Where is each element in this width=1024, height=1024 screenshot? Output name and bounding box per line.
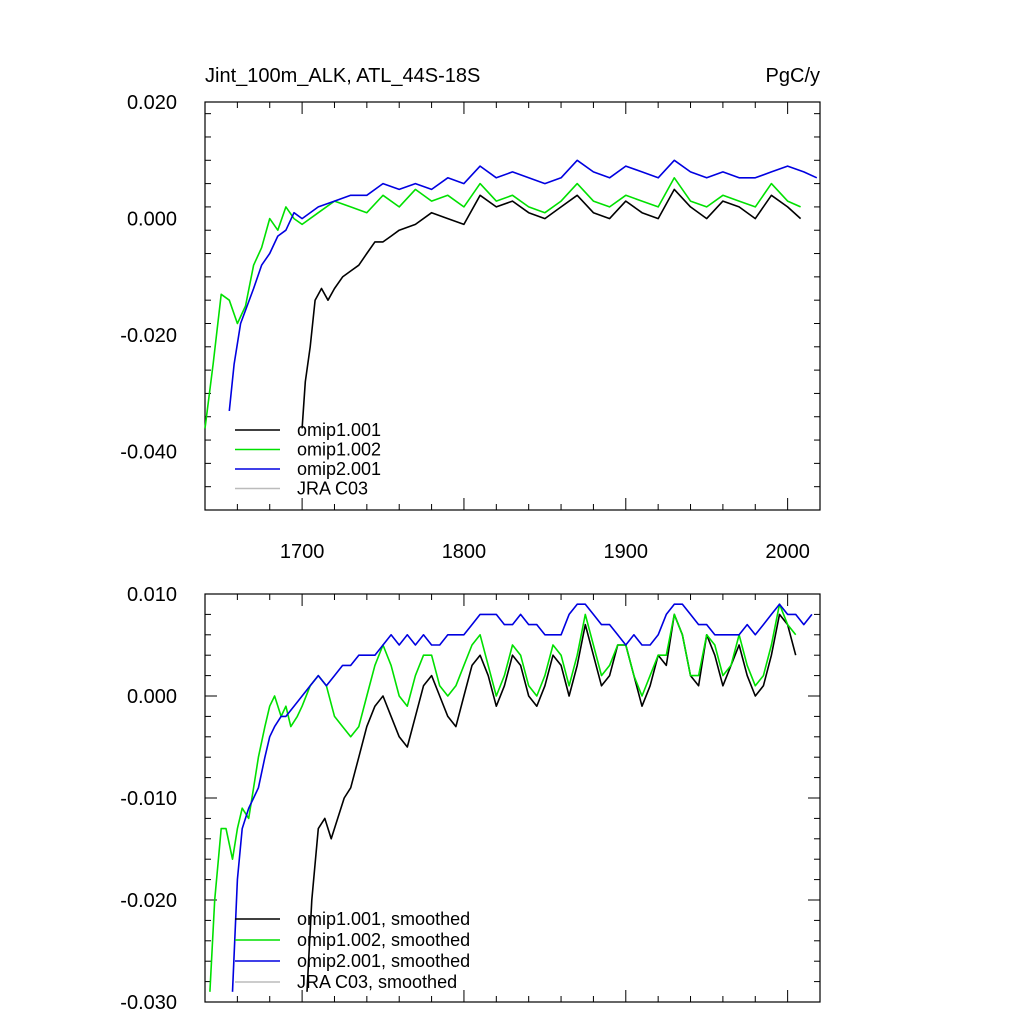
y-tick-label: -0.020: [120, 890, 177, 912]
y-tick-label: 0.000: [127, 209, 177, 231]
legend-label: omip1.002: [297, 440, 381, 460]
series-line: [228, 159, 818, 411]
legend-label: omip1.001: [297, 420, 381, 440]
x-tick-label: 1800: [442, 541, 487, 563]
series-line: [301, 188, 802, 429]
panel-2-ticks: 0.010 0.000 -0.010 -0.020 -0.030: [120, 584, 821, 1014]
x-tick-label: 1900: [604, 541, 649, 563]
panel-2-series: [209, 603, 813, 992]
y-tick-label: 0.010: [127, 584, 177, 606]
panel-1-title: Jint_100m_ALK, ATL_44S-18S: [205, 65, 480, 87]
panel-1-ticks: 0.020 0.000 -0.020 -0.040 1700 1800 1900 2000: [120, 92, 821, 563]
panel-1-units: PgC/y: [766, 65, 820, 87]
legend-label: JRA C03, smoothed: [297, 972, 457, 992]
legend-label: omip2.001, smoothed: [297, 951, 470, 971]
legend-label: omip1.001, smoothed: [297, 909, 470, 929]
legend-label: omip1.002, smoothed: [297, 930, 470, 950]
y-tick-label: -0.040: [120, 442, 177, 464]
panel-1: Jint_100m_ALK, ATL_44S-18S PgC/y 0.0200.…: [120, 65, 821, 563]
series-line: [231, 603, 813, 992]
legend-label: JRA C03: [297, 479, 368, 499]
panel-1-series: [204, 159, 818, 429]
x-tick-label: 2000: [765, 541, 810, 563]
legend-label: omip2.001: [297, 459, 381, 479]
panel-2: 0.010 0.000 -0.010 -0.020 -0.030 omip1.001, …: [120, 584, 821, 1014]
y-tick-label: -0.020: [120, 325, 177, 347]
y-tick-label: -0.010: [120, 788, 177, 810]
y-tick-label: 0.020: [127, 92, 177, 114]
y-tick-label: 0.000: [127, 686, 177, 708]
series-line: [204, 177, 801, 429]
series-line: [306, 613, 797, 992]
y-tick-label: -0.030: [120, 992, 177, 1014]
x-tick-label: 1700: [280, 541, 325, 563]
panel-1-frame: [204, 101, 821, 511]
